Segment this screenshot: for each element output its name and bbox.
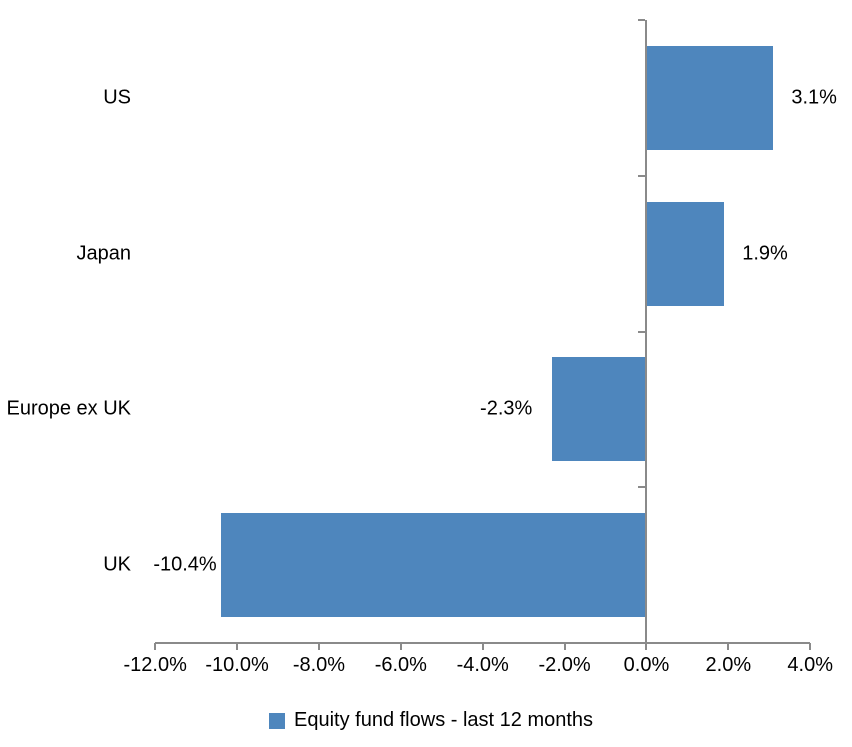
x-tick (236, 643, 239, 650)
bar (646, 45, 774, 150)
category-label: UK (103, 553, 131, 576)
x-tick (809, 643, 812, 650)
y-axis-line (645, 20, 648, 650)
legend: Equity fund flows - last 12 months (269, 709, 593, 732)
x-axis-line (155, 642, 811, 644)
x-tick (481, 643, 484, 650)
value-label: 3.1% (791, 86, 837, 109)
value-label: 1.9% (742, 242, 788, 265)
y-tick (638, 19, 646, 21)
x-tick-label: -4.0% (456, 654, 509, 676)
bar (220, 513, 647, 618)
x-tick-label: -2.0% (538, 654, 591, 676)
x-tick (399, 643, 402, 650)
x-tick (154, 643, 157, 650)
category-label: US (103, 86, 131, 109)
category-label: Europe ex UK (6, 397, 131, 420)
legend-swatch-icon (269, 712, 285, 729)
y-tick (638, 486, 646, 489)
x-tick-label: 4.0% (787, 654, 833, 676)
x-tick-label: -10.0% (205, 654, 269, 676)
x-tick (563, 643, 566, 650)
y-tick (638, 174, 646, 177)
x-tick (727, 643, 730, 650)
x-tick (317, 643, 320, 650)
x-tick-label: -6.0% (374, 654, 427, 676)
y-tick (638, 330, 646, 333)
legend-label: Equity fund flows - last 12 months (294, 709, 594, 731)
bar (552, 357, 647, 462)
x-tick-label: 0.0% (623, 654, 670, 676)
value-label: -2.3% (480, 397, 533, 420)
bar (646, 201, 725, 306)
x-tick-label: -12.0% (123, 654, 187, 676)
category-label: Japan (76, 242, 132, 265)
x-tick-label: 2.0% (705, 654, 752, 676)
x-tick-label: -8.0% (292, 654, 346, 676)
value-label: -10.4% (153, 553, 217, 576)
